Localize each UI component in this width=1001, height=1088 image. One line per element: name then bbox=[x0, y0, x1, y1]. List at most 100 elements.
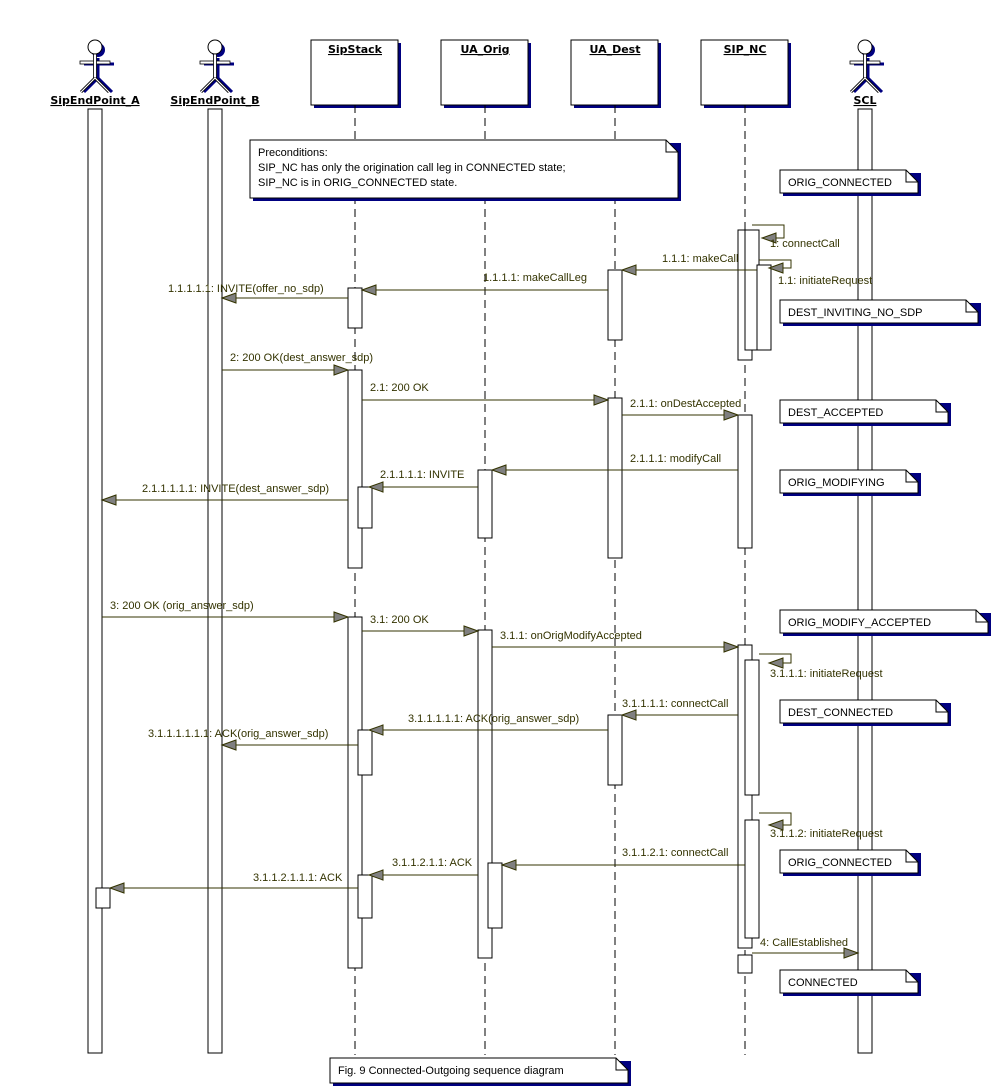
participant-box bbox=[700, 39, 789, 106]
activation-bar bbox=[756, 264, 772, 351]
activation-bar bbox=[744, 819, 760, 939]
lifeline-bar bbox=[207, 108, 223, 1054]
arrowhead bbox=[500, 859, 517, 871]
arrowhead bbox=[723, 409, 740, 421]
message-label: 3.1.1.1.1.1: ACK(orig_answer_sdp) bbox=[408, 713, 579, 725]
arrowhead bbox=[767, 819, 784, 831]
lifeline-bar bbox=[857, 108, 873, 1054]
arrowhead bbox=[220, 739, 237, 751]
state-note bbox=[779, 399, 951, 426]
arrowhead bbox=[620, 264, 637, 276]
activation-bar bbox=[357, 729, 373, 776]
message-label: 3.1: 200 OK bbox=[370, 614, 429, 626]
participant-label: SipEndPoint_B bbox=[170, 94, 259, 107]
message-label: 3.1.1.1.1.1.1: ACK(orig_answer_sdp) bbox=[148, 728, 328, 740]
activation-bar bbox=[347, 287, 363, 329]
note-fold bbox=[975, 610, 988, 623]
arrowhead bbox=[108, 882, 125, 894]
activation-bar bbox=[607, 397, 623, 559]
arrowhead bbox=[767, 657, 784, 669]
arrowhead bbox=[333, 611, 350, 623]
message-label: 1.1: initiateRequest bbox=[778, 275, 872, 287]
activation-bar bbox=[95, 887, 111, 909]
note-fold bbox=[935, 700, 948, 713]
arrowhead bbox=[723, 641, 740, 653]
actor-head bbox=[207, 39, 223, 55]
note-text: ORIG_MODIFYING bbox=[788, 477, 885, 489]
arrowhead bbox=[360, 284, 377, 296]
participant-ua_orig bbox=[440, 39, 531, 1055]
note-text: SIP_NC has only the origination call leg… bbox=[258, 162, 566, 174]
participant-label: SCL bbox=[853, 94, 876, 107]
activation-bar bbox=[347, 369, 363, 569]
arrowhead bbox=[767, 262, 784, 274]
participant-label: SipStack bbox=[328, 43, 383, 56]
participant-box bbox=[310, 39, 399, 106]
arrowhead bbox=[100, 494, 117, 506]
state-note bbox=[779, 699, 951, 726]
note-text: ORIG_MODIFY_ACCEPTED bbox=[788, 617, 931, 629]
note-fold bbox=[965, 300, 978, 313]
note-fold bbox=[905, 850, 918, 863]
state-note bbox=[779, 609, 991, 636]
note-body bbox=[779, 969, 919, 994]
note-fold bbox=[935, 400, 948, 413]
arrowhead bbox=[760, 232, 777, 244]
participant-label: SIP_NC bbox=[724, 43, 767, 56]
activation-bar bbox=[737, 414, 753, 549]
note-fold bbox=[905, 470, 918, 483]
actor-head bbox=[87, 39, 103, 55]
message-label: 1.1.1: makeCall bbox=[662, 253, 738, 265]
activation-bar bbox=[744, 659, 760, 796]
message-label: 3.1.1.1: initiateRequest bbox=[770, 668, 883, 680]
note-body bbox=[779, 399, 949, 424]
arrowhead bbox=[620, 709, 637, 721]
activation-bar bbox=[357, 874, 373, 919]
activation-bar bbox=[607, 269, 623, 341]
note-body bbox=[329, 1057, 629, 1084]
participant-box bbox=[440, 39, 529, 106]
message-label: 3.1.1.2.1.1: ACK bbox=[392, 857, 473, 869]
preconditions-note bbox=[249, 139, 681, 201]
message-label: 3.1.1: onOrigModifyAccepted bbox=[500, 630, 642, 642]
note-fold bbox=[905, 970, 918, 983]
participant-label: UA_Dest bbox=[589, 43, 640, 56]
message-label: 2.1.1.1: modifyCall bbox=[630, 453, 721, 465]
actor-icon bbox=[849, 39, 884, 94]
message-label: 3.1.1.2: initiateRequest bbox=[770, 828, 883, 840]
actor-icon bbox=[199, 39, 234, 94]
note-text: Fig. 9 Connected-Outgoing sequence diagr… bbox=[338, 1065, 564, 1077]
participant-sipendpoint_a bbox=[79, 39, 114, 1054]
note-text: DEST_ACCEPTED bbox=[788, 407, 883, 419]
note-text: Preconditions: bbox=[258, 147, 328, 159]
participant-label: SipEndPoint_A bbox=[50, 94, 140, 107]
actor-body bbox=[93, 53, 97, 79]
participant-ua_dest bbox=[570, 39, 661, 1055]
state-note bbox=[779, 469, 921, 496]
arrowhead bbox=[367, 869, 384, 881]
activation-bar bbox=[357, 486, 373, 529]
activation-bar bbox=[607, 714, 623, 786]
arrowhead bbox=[220, 292, 237, 304]
actor-legs-inner bbox=[80, 77, 110, 93]
actor-icon bbox=[79, 39, 114, 94]
arrowhead bbox=[843, 947, 860, 959]
lifeline-bar bbox=[87, 108, 103, 1054]
activation-bar bbox=[477, 469, 493, 539]
message-label: 1: connectCall bbox=[770, 238, 840, 250]
note-body bbox=[779, 849, 919, 874]
note-text: SIP_NC is in ORIG_CONNECTED state. bbox=[258, 177, 457, 189]
participant-label: UA_Orig bbox=[460, 43, 509, 56]
message-label: 2.1: 200 OK bbox=[370, 382, 429, 394]
participant-sipstack bbox=[310, 39, 401, 1055]
participant-scl bbox=[849, 39, 884, 1054]
note-body bbox=[779, 299, 979, 324]
note-body bbox=[779, 469, 919, 494]
activation-bar bbox=[487, 862, 503, 929]
note-body bbox=[779, 169, 919, 194]
note-body bbox=[779, 609, 989, 634]
figure-caption-note bbox=[329, 1057, 631, 1086]
note-fold bbox=[615, 1058, 628, 1071]
message-label: 2.1.1.1.1: INVITE bbox=[380, 469, 464, 481]
